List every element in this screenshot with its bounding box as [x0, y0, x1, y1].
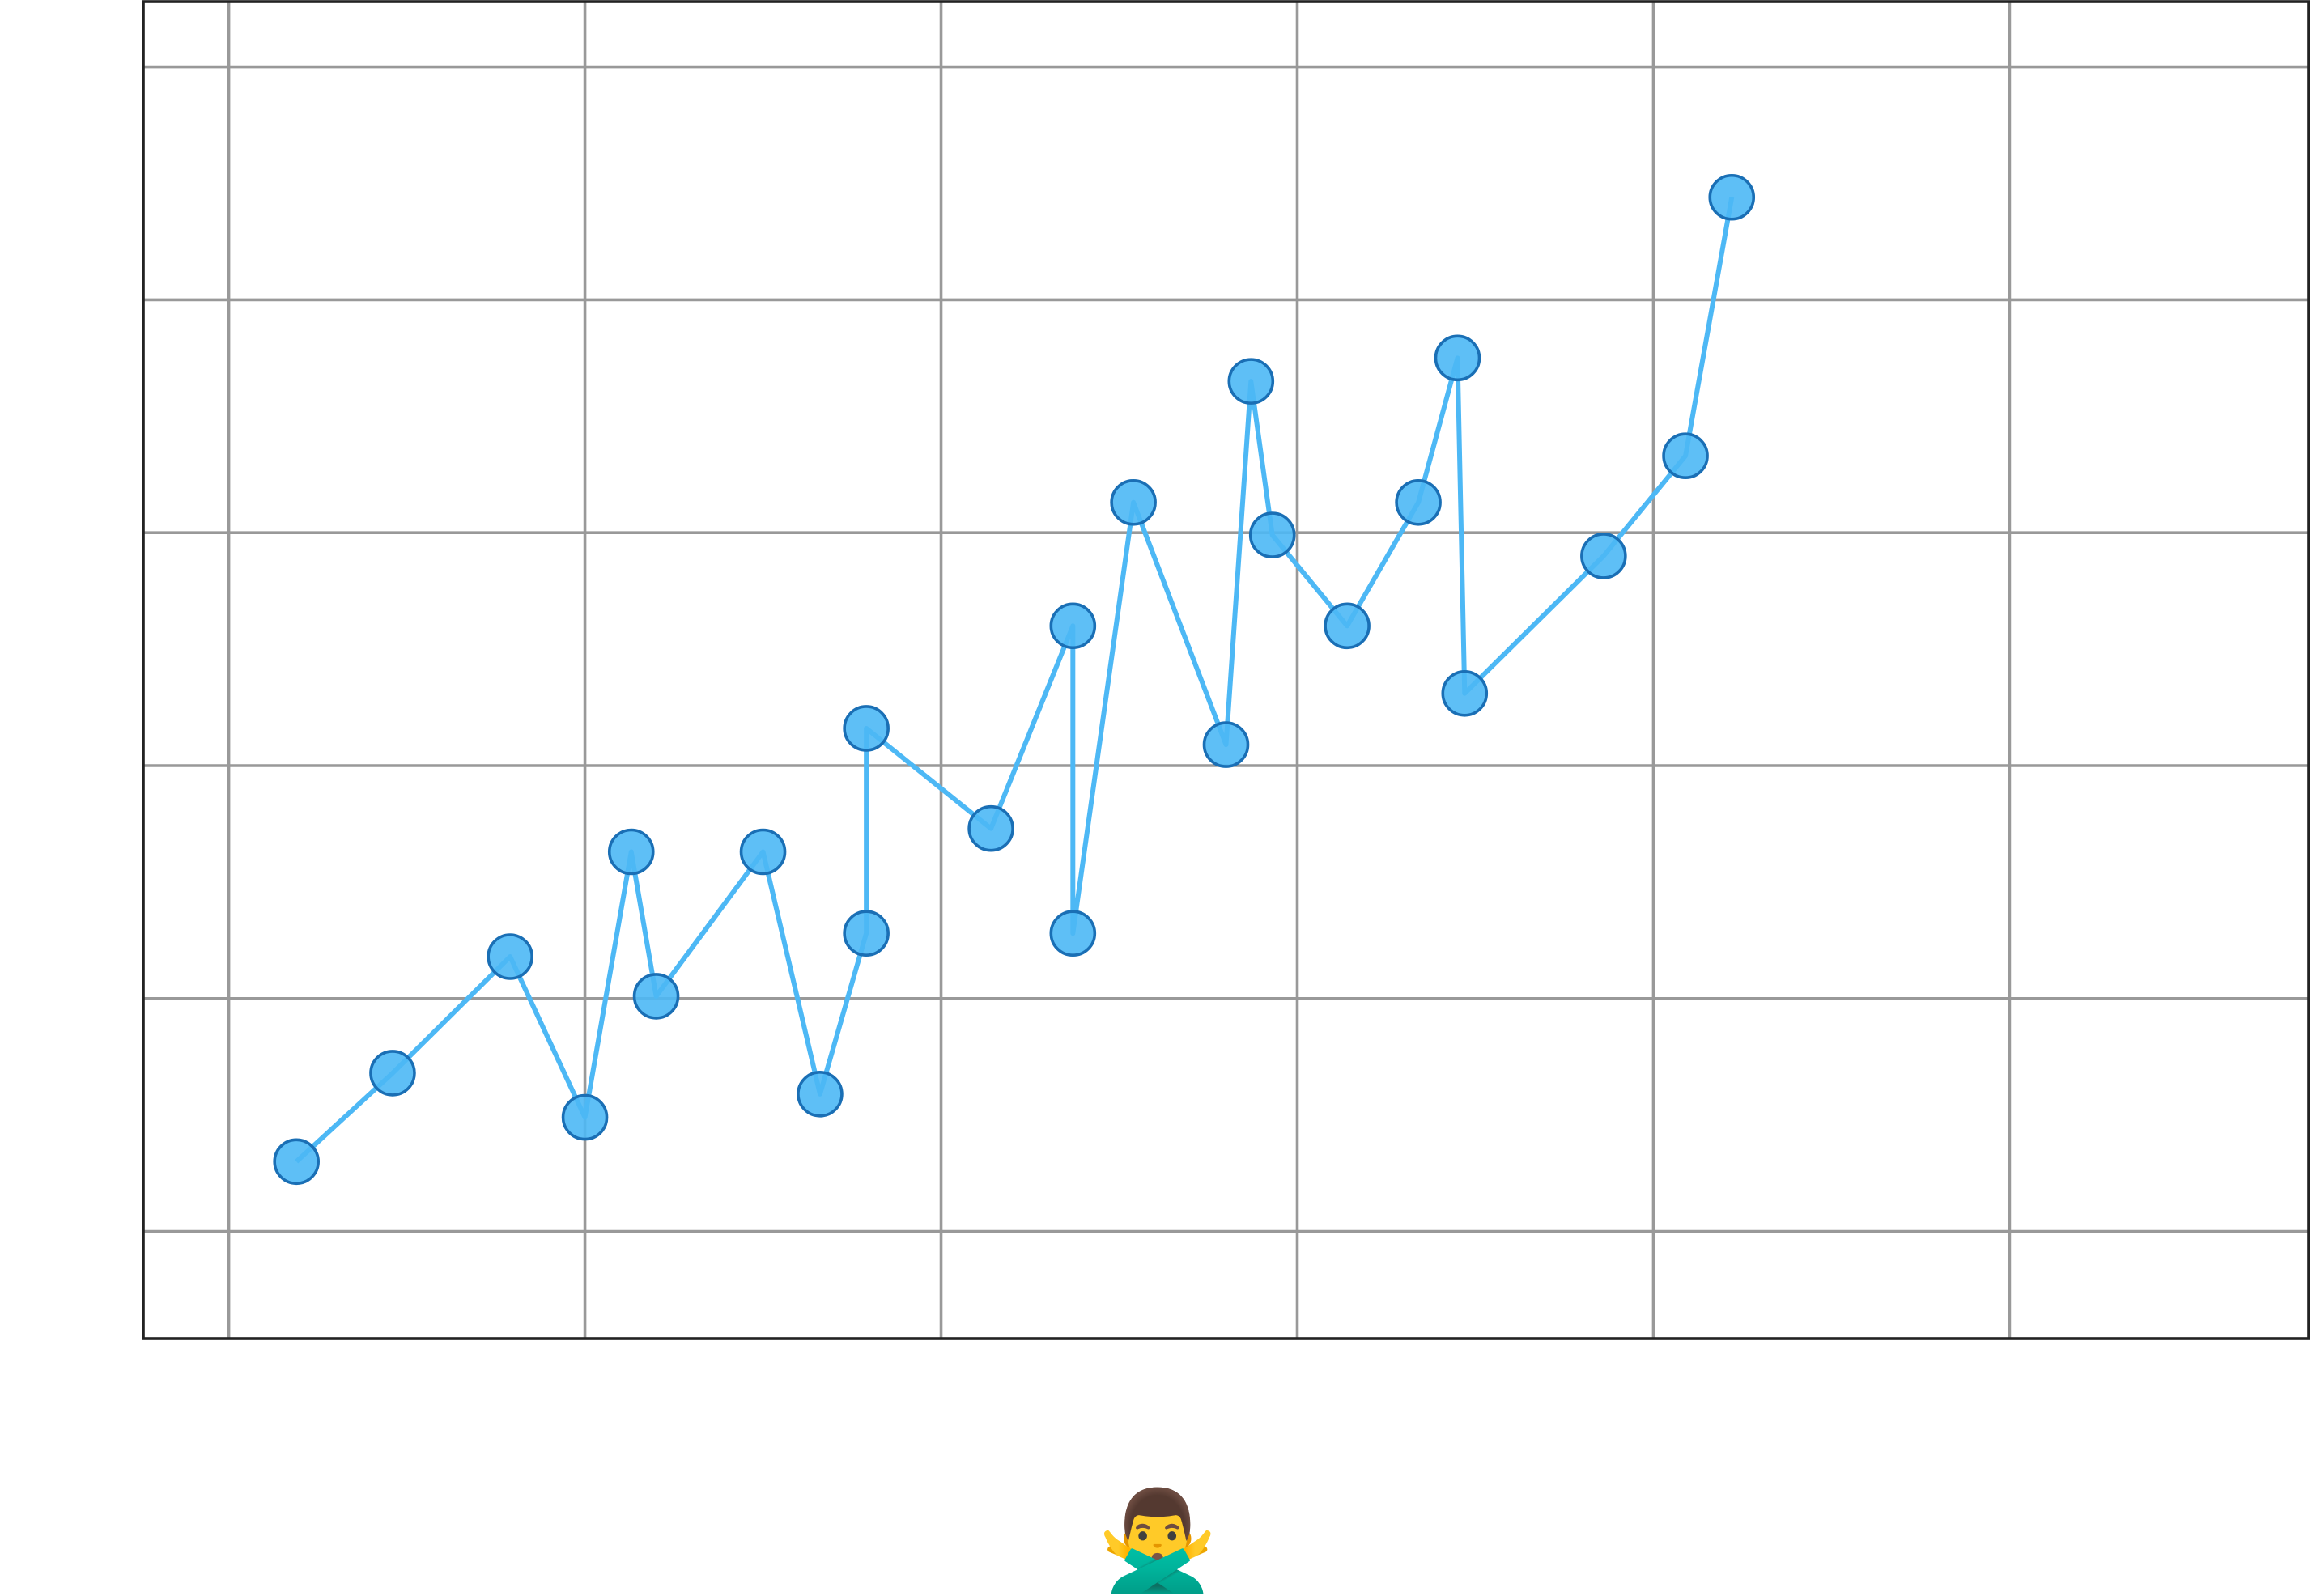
data-point [1110, 478, 1157, 526]
data-point [843, 705, 890, 752]
data-point [843, 910, 890, 957]
data-point [797, 1071, 844, 1118]
plot-frame [142, 0, 2310, 1340]
data-point [1395, 478, 1442, 526]
data-point [1049, 910, 1097, 957]
data-line [295, 197, 1735, 1164]
data-point [1441, 669, 1489, 717]
data-point [1248, 511, 1296, 558]
data-point [607, 828, 655, 876]
data-point [739, 828, 787, 876]
data-point [1227, 358, 1275, 405]
data-point [273, 1138, 320, 1186]
data-point [1049, 602, 1097, 650]
data-point [487, 933, 533, 980]
data-point [1434, 334, 1481, 382]
data-point [369, 1050, 416, 1097]
data-point [1580, 533, 1627, 579]
data-point [1662, 432, 1709, 480]
data-point [967, 804, 1014, 852]
data-point [561, 1093, 609, 1141]
data-point [1324, 602, 1371, 650]
emoji-annotation: 🙅‍♂️ [1097, 1485, 1218, 1596]
data-point [1708, 173, 1756, 221]
data-point [632, 973, 680, 1020]
data-point [1202, 721, 1250, 768]
